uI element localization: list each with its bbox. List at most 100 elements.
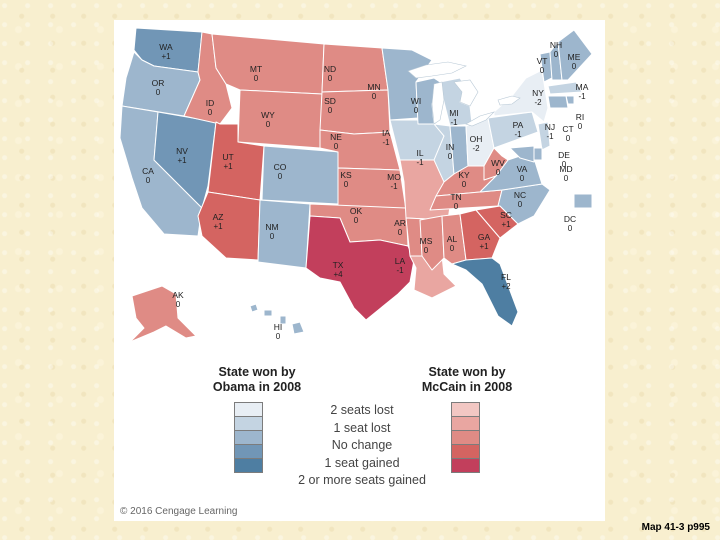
- state-change-la: -1: [396, 266, 404, 275]
- state-label-tx: TX: [333, 260, 344, 270]
- state-change-wv: 0: [496, 168, 501, 177]
- state-label-wa: WA: [159, 42, 173, 52]
- state-label-ok: OK: [350, 206, 363, 216]
- state-change-ct: 0: [566, 134, 571, 143]
- legend-obama-title: State won by Obama in 2008: [212, 365, 302, 394]
- state-change-nm: 0: [270, 232, 275, 241]
- state-change-md: 0: [564, 174, 569, 183]
- legend-swatch-mccain-3: [451, 444, 480, 459]
- legend-label-1: 1 seat lost: [333, 420, 391, 435]
- lake-superior: [407, 61, 467, 79]
- state-label-sc: SC: [500, 210, 512, 220]
- state-change-ne: 0: [334, 142, 339, 151]
- state-label-fl: FL: [501, 272, 511, 282]
- state-change-ky: 0: [462, 180, 467, 189]
- state-change-ny: -2: [534, 98, 542, 107]
- state-fl: [451, 257, 519, 327]
- state-label-wy: WY: [261, 110, 275, 120]
- state-ga: [459, 209, 501, 261]
- state-change-or: 0: [156, 88, 161, 97]
- state-label-az: AZ: [213, 212, 224, 222]
- lake-michigan: [431, 81, 445, 125]
- state-label-ny: NY: [532, 88, 544, 98]
- state-label-wv: WV: [491, 158, 505, 168]
- state-label-la: LA: [395, 256, 406, 266]
- state-label-nd: ND: [324, 64, 336, 74]
- state-md: [509, 145, 535, 163]
- state-ak: [129, 285, 197, 343]
- state-ny: [493, 69, 549, 123]
- state-change-ak: 0: [176, 300, 181, 309]
- state-label-il: IL: [416, 148, 423, 158]
- legend-mccain-swatches: [451, 402, 480, 473]
- state-de: [533, 147, 543, 161]
- legend-swatch-mccain-2: [451, 430, 480, 445]
- legend-swatch-obama-3: [234, 444, 263, 459]
- state-label-nm: NM: [265, 222, 278, 232]
- state-label-nc: NC: [514, 190, 526, 200]
- legend-label-2: No change: [331, 438, 393, 452]
- state-change-ar: 0: [398, 228, 403, 237]
- state-label-ct: CT: [562, 124, 573, 134]
- state-label-ri: RI: [576, 112, 585, 122]
- state-tx: [305, 215, 415, 321]
- state-az: [197, 191, 261, 261]
- state-change-vt: 0: [540, 66, 545, 75]
- figure-caption: Map 41-3 p995: [641, 522, 710, 533]
- state-ms: [419, 215, 445, 271]
- state-change-il: -1: [416, 158, 424, 167]
- state-label-ky: KY: [458, 170, 470, 180]
- legend-swatch-mccain-4: [451, 458, 480, 473]
- state-label-mi: MI: [449, 108, 458, 118]
- state-mt: [211, 33, 325, 95]
- state-label-ca: CA: [142, 166, 154, 176]
- state-label-va: VA: [517, 164, 528, 174]
- state-change-tx: +4: [333, 270, 343, 279]
- state-change-ri: 0: [578, 122, 583, 131]
- state-change-fl: +2: [501, 282, 511, 291]
- state-change-az: +1: [213, 222, 223, 231]
- state-change-sc: +1: [501, 220, 511, 229]
- state-dc: [573, 193, 593, 209]
- state-change-ms: 0: [424, 246, 429, 255]
- state-label-mt: MT: [250, 64, 262, 74]
- lake-huron: [453, 79, 479, 107]
- state-nj: [537, 121, 551, 151]
- state-label-in: IN: [446, 142, 455, 152]
- state-label-nv: NV: [176, 146, 188, 156]
- state-change-mi: -1: [450, 118, 458, 127]
- state-change-wy: 0: [266, 120, 271, 129]
- state-label-vt: VT: [537, 56, 548, 66]
- state-change-nd: 0: [328, 74, 333, 83]
- state-change-nv: +1: [177, 156, 187, 165]
- state-change-va: 0: [520, 174, 525, 183]
- state-change-in: 0: [448, 152, 453, 161]
- state-label-mo: MO: [387, 172, 401, 182]
- state-label-md: MD: [559, 164, 572, 174]
- state-change-ok: 0: [354, 216, 359, 225]
- state-change-ia: -1: [382, 138, 390, 147]
- legend-obama-swatches: [234, 402, 263, 473]
- state-change-nc: 0: [518, 200, 523, 209]
- state-label-ks: KS: [340, 170, 352, 180]
- state-label-ma: MA: [576, 82, 589, 92]
- legend-swatch-mccain-0: [451, 402, 480, 417]
- state-change-id: 0: [208, 108, 213, 117]
- state-change-ut: +1: [223, 162, 233, 171]
- state-change-mn: 0: [372, 92, 377, 101]
- state-change-ga: +1: [479, 242, 489, 251]
- legend-labels: 2 seats lost 1 seat lost No change 1 seat g…: [282, 402, 442, 490]
- state-change-nh: 0: [554, 50, 559, 59]
- state-change-sd: 0: [328, 106, 333, 115]
- legend-swatch-obama-1: [234, 416, 263, 431]
- legend-swatch-obama-0: [234, 402, 263, 417]
- state-label-me: ME: [568, 52, 581, 62]
- legend-swatch-obama-2: [234, 430, 263, 445]
- state-label-id: ID: [206, 98, 215, 108]
- state-label-ak: AK: [172, 290, 184, 300]
- state-change-nj: -1: [546, 132, 554, 141]
- state-change-pa: -1: [514, 130, 522, 139]
- state-change-wi: 0: [414, 106, 419, 115]
- state-change-ca: 0: [146, 176, 151, 185]
- state-label-wi: WI: [411, 96, 421, 106]
